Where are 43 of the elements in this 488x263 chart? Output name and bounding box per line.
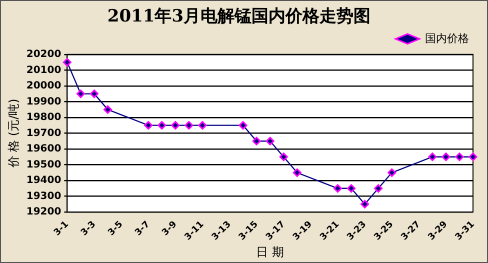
point bbox=[171, 121, 180, 130]
y-tick-label: 19700 bbox=[26, 128, 62, 139]
point bbox=[184, 121, 194, 130]
x-tick-label: 3-5 bbox=[106, 220, 126, 238]
point bbox=[252, 136, 261, 146]
point bbox=[374, 184, 383, 193]
point bbox=[388, 168, 396, 177]
x-axis-title: 日 期 bbox=[256, 244, 284, 259]
point bbox=[468, 152, 478, 162]
point bbox=[90, 90, 98, 98]
point bbox=[279, 152, 288, 162]
x-tick-label: 3-3 bbox=[79, 220, 98, 238]
x-tick-label: 3-9 bbox=[160, 220, 180, 238]
point bbox=[360, 200, 370, 208]
point bbox=[333, 184, 342, 193]
point bbox=[76, 90, 85, 98]
point bbox=[428, 152, 437, 162]
point bbox=[238, 121, 248, 130]
y-tick-label: 20000 bbox=[26, 80, 62, 92]
x-tick-label: 3-7 bbox=[134, 220, 152, 238]
y-tick-label: 20100 bbox=[26, 64, 62, 76]
chart-title: 2011年3月电解锰国内价格走势图 bbox=[107, 6, 371, 27]
point bbox=[455, 152, 464, 162]
x-tick-label: 3-1 bbox=[52, 220, 71, 238]
point bbox=[62, 58, 72, 67]
y-tick-label: 19500 bbox=[26, 159, 62, 170]
point bbox=[292, 168, 302, 177]
y-tick-label: 19800 bbox=[26, 112, 62, 124]
point bbox=[347, 184, 356, 193]
y-axis-title: 价 格 (元/吨) bbox=[6, 98, 20, 169]
point bbox=[442, 152, 450, 162]
point bbox=[144, 121, 153, 130]
point bbox=[104, 105, 112, 114]
y-tick-label: 19900 bbox=[26, 96, 62, 108]
y-tick-label: 19600 bbox=[26, 144, 62, 155]
y-tick-label: 19200 bbox=[26, 206, 62, 218]
y-tick-label: 20200 bbox=[26, 48, 62, 60]
y-tick-label: 19300 bbox=[26, 190, 62, 202]
y-tick-label: 19400 bbox=[26, 175, 62, 186]
point bbox=[266, 136, 274, 146]
point bbox=[198, 121, 207, 130]
point bbox=[158, 121, 166, 130]
legend-label: 国内价格 bbox=[425, 32, 469, 45]
